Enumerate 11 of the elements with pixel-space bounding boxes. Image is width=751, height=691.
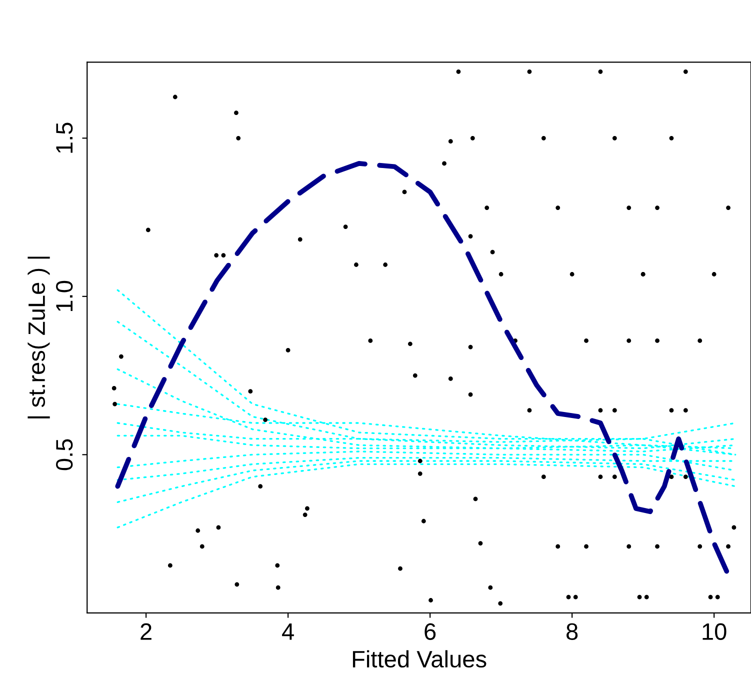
x-tick-label: 8: [566, 623, 578, 640]
y-tick-label: 1.0: [56, 280, 73, 312]
x-tick-label: 10: [702, 623, 726, 640]
x-tick-label: 2: [140, 623, 152, 640]
x-tick-label: 6: [424, 623, 436, 640]
y-tick-label: 1.5: [56, 122, 73, 153]
x-axis-title: Fitted Values: [352, 650, 486, 668]
x-tick-label: 4: [282, 624, 294, 640]
line-series: [116, 463, 736, 528]
y-tick-label: 0.5: [56, 439, 73, 470]
y-axis-title: | st.res( ZuLe ) |: [28, 256, 50, 418]
